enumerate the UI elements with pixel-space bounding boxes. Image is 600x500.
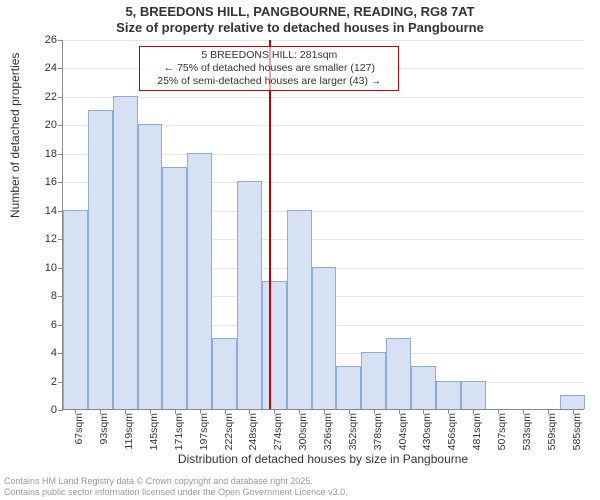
- histogram-chart: 5, BREEDONS HILL, PANGBOURNE, READING, R…: [0, 0, 600, 500]
- x-tick-label: 145sqm: [148, 409, 160, 450]
- y-tick-label: 18: [45, 148, 63, 160]
- x-tick-label: 585sqm: [571, 409, 583, 450]
- x-tick-label: 507sqm: [496, 409, 508, 450]
- y-tick-label: 4: [51, 347, 63, 359]
- y-tick-label: 24: [45, 62, 63, 74]
- x-tick-label: 533sqm: [521, 409, 533, 450]
- histogram-bar: [138, 124, 163, 409]
- marker-annotation-line3: 25% of semi-detached houses are larger (…: [146, 75, 392, 88]
- histogram-bar: [461, 381, 486, 409]
- y-tick-label: 26: [45, 34, 63, 46]
- x-axis-label: Distribution of detached houses by size …: [62, 452, 584, 466]
- x-tick-label: 119sqm: [123, 409, 135, 450]
- y-tick-label: 12: [45, 233, 63, 245]
- histogram-bar: [237, 181, 262, 409]
- x-tick-label: 481sqm: [471, 409, 483, 450]
- x-tick-label: 248sqm: [247, 409, 259, 450]
- plot-area: 0246810121416182022242667sqm93sqm119sqm1…: [62, 40, 584, 410]
- x-tick-label: 197sqm: [198, 409, 210, 450]
- histogram-bar: [162, 167, 187, 409]
- histogram-bar: [361, 352, 386, 409]
- histogram-bar: [262, 281, 287, 409]
- x-tick-label: 326sqm: [322, 409, 334, 450]
- x-tick-label: 404sqm: [397, 409, 409, 450]
- x-tick-label: 67sqm: [73, 409, 85, 445]
- x-tick-label: 430sqm: [421, 409, 433, 450]
- histogram-bar: [187, 153, 212, 409]
- x-tick-label: 352sqm: [347, 409, 359, 450]
- histogram-bar: [212, 338, 237, 409]
- marker-annotation-line1: 5 BREEDONS HILL: 281sqm: [146, 49, 392, 62]
- histogram-bar: [287, 210, 312, 409]
- gridline: [63, 40, 584, 41]
- x-tick-label: 300sqm: [297, 409, 309, 450]
- credits: Contains HM Land Registry data © Crown c…: [4, 476, 348, 498]
- y-tick-label: 10: [45, 262, 63, 274]
- histogram-bar: [336, 366, 361, 409]
- x-tick-label: 378sqm: [372, 409, 384, 450]
- histogram-bar: [560, 395, 585, 409]
- histogram-bar: [411, 366, 436, 409]
- y-tick-label: 2: [51, 376, 63, 388]
- histogram-bar: [436, 381, 461, 409]
- y-axis-label: Number of detached properties: [8, 53, 22, 218]
- credits-line2: Contains public sector information licen…: [4, 487, 348, 498]
- x-tick-label: 222sqm: [223, 409, 235, 450]
- credits-line1: Contains HM Land Registry data © Crown c…: [4, 476, 348, 487]
- y-tick-label: 14: [45, 205, 63, 217]
- histogram-bar: [312, 267, 337, 409]
- histogram-bar: [113, 96, 138, 409]
- x-tick-label: 274sqm: [272, 409, 284, 450]
- y-tick-label: 6: [51, 319, 63, 331]
- marker-annotation: 5 BREEDONS HILL: 281sqm ← 75% of detache…: [139, 46, 399, 91]
- y-tick-label: 16: [45, 176, 63, 188]
- chart-title-line2: Size of property relative to detached ho…: [0, 20, 600, 35]
- histogram-bar: [386, 338, 411, 409]
- histogram-bar: [63, 210, 88, 409]
- y-tick-label: 20: [45, 119, 63, 131]
- x-tick-label: 456sqm: [446, 409, 458, 450]
- marker-line: [269, 40, 271, 409]
- marker-annotation-line2: ← 75% of detached houses are smaller (12…: [146, 62, 392, 75]
- gridline: [63, 97, 584, 98]
- histogram-bar: [88, 110, 113, 409]
- y-tick-label: 8: [51, 290, 63, 302]
- x-tick-label: 171sqm: [173, 409, 185, 450]
- x-tick-label: 93sqm: [98, 409, 110, 445]
- y-tick-label: 22: [45, 91, 63, 103]
- y-tick-label: 0: [51, 404, 63, 416]
- chart-title-line1: 5, BREEDONS HILL, PANGBOURNE, READING, R…: [0, 4, 600, 19]
- x-tick-label: 559sqm: [546, 409, 558, 450]
